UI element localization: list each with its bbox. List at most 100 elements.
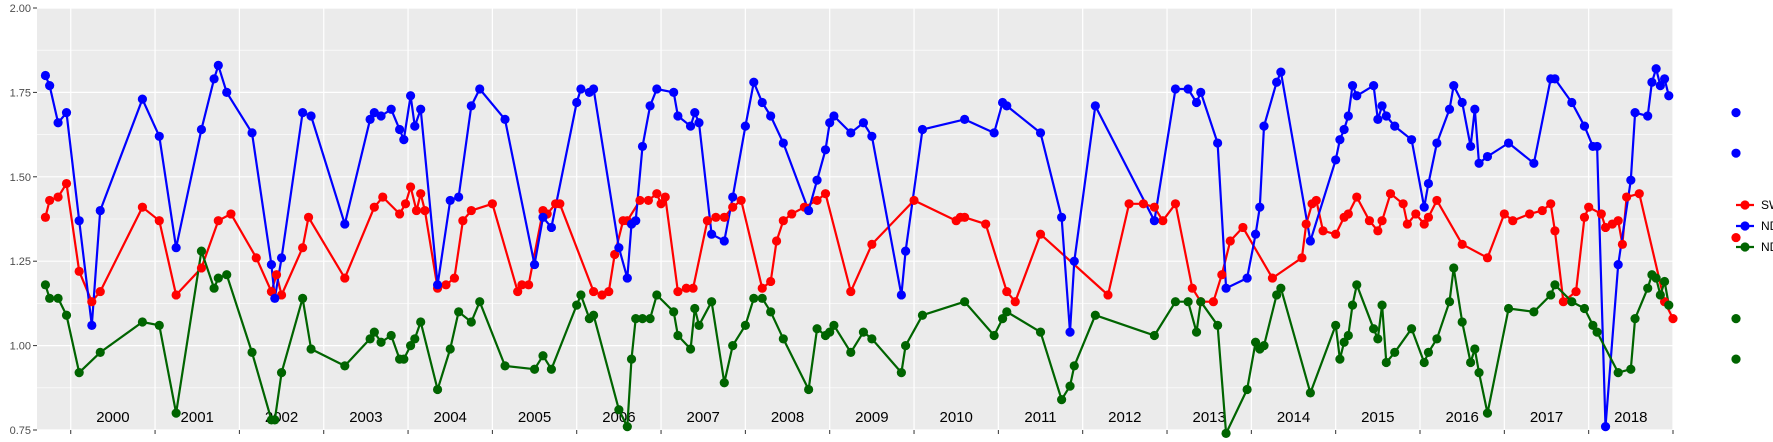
data-point-ndvi xyxy=(1449,81,1459,91)
data-point-swir xyxy=(1571,286,1581,297)
data-point-swir xyxy=(400,199,411,209)
data-point-ndvi xyxy=(631,216,641,226)
data-point-ndwi xyxy=(45,293,55,303)
data-point-ndvi xyxy=(846,128,856,138)
data-point-ndwi xyxy=(652,290,662,300)
data-point-ndwi xyxy=(1191,327,1202,337)
data-point-ndwi xyxy=(500,361,510,371)
data-point-ndvi xyxy=(685,121,696,131)
data-point-swir xyxy=(604,286,614,297)
data-point-swir xyxy=(1613,216,1623,226)
data-point-swir xyxy=(728,202,738,212)
data-point-swir xyxy=(1124,199,1134,209)
data-point-ndvi xyxy=(622,273,632,283)
data-point-swir xyxy=(681,283,691,293)
year-label: 2001 xyxy=(181,409,214,426)
data-point-ndvi xyxy=(399,135,409,145)
data-point-ndvi xyxy=(1035,128,1046,138)
data-point-ndvi xyxy=(1250,229,1261,239)
data-point-ndwi xyxy=(546,364,557,374)
legend-label-ndvi: NDVI xyxy=(1761,219,1773,233)
data-point-ndvi xyxy=(529,259,540,270)
data-point-swir xyxy=(213,216,223,226)
data-point-ndvi xyxy=(500,114,510,125)
data-point-ndwi xyxy=(1659,276,1670,287)
data-point-swir xyxy=(688,283,698,293)
data-point-swir xyxy=(416,189,426,199)
data-point-ndvi xyxy=(395,124,405,135)
data-point-ndwi xyxy=(1588,320,1598,330)
data-point-swir xyxy=(378,192,388,202)
data-point-swir xyxy=(846,286,856,297)
data-point-ndwi xyxy=(410,334,420,344)
data-point-swir xyxy=(74,266,84,276)
y-tick-label: 1.00 xyxy=(10,341,31,353)
data-point-ndvi xyxy=(1529,158,1539,168)
data-point-swir xyxy=(45,195,55,206)
data-point-ndwi xyxy=(1339,337,1349,347)
data-point-swir xyxy=(137,202,148,212)
data-point-ndwi xyxy=(276,368,287,378)
data-point-ndvi xyxy=(1373,114,1383,125)
data-point-ndvi xyxy=(1170,84,1181,94)
data-point-ndvi xyxy=(1432,138,1442,148)
data-point-ndvi xyxy=(1343,111,1353,121)
data-point-ndwi xyxy=(576,290,586,300)
data-point-ndvi xyxy=(1390,121,1400,131)
data-point-ndwi xyxy=(1196,297,1206,307)
data-point-ndvi xyxy=(209,74,219,84)
data-point-swir xyxy=(1170,199,1181,209)
data-point-ndwi xyxy=(40,280,51,290)
data-point-swir xyxy=(1138,199,1149,209)
data-point-ndwi xyxy=(247,347,257,357)
data-point-swir xyxy=(405,182,416,192)
legend-label-swir: SWIR xyxy=(1761,198,1773,212)
data-point-ndwi xyxy=(1221,428,1231,438)
data-point-ndwi xyxy=(270,415,280,425)
data-point-ndwi xyxy=(1183,297,1193,307)
data-point-ndvi xyxy=(276,253,287,263)
data-point-ndvi xyxy=(1191,97,1202,108)
data-point-swir xyxy=(1301,219,1311,229)
data-point-ndvi xyxy=(1731,108,1741,118)
data-point-swir xyxy=(1411,209,1421,219)
data-point-ndvi xyxy=(196,124,207,135)
data-point-ndvi xyxy=(475,84,485,94)
data-point-swir xyxy=(1499,209,1509,219)
data-point-ndvi xyxy=(900,246,911,256)
data-point-ndvi xyxy=(1221,283,1231,293)
data-point-ndvi xyxy=(1065,327,1075,337)
data-point-ndwi xyxy=(1343,330,1353,341)
data-point-ndvi xyxy=(1002,101,1012,111)
data-point-ndvi xyxy=(386,104,396,114)
data-point-ndwi xyxy=(1474,368,1484,378)
data-point-swir xyxy=(1149,202,1159,212)
data-point-ndvi xyxy=(707,229,717,239)
data-point-ndvi xyxy=(95,205,105,216)
year-label: 2012 xyxy=(1108,409,1141,426)
data-point-swir xyxy=(1208,297,1219,307)
y-tick-label: 1.75 xyxy=(10,87,31,99)
data-point-ndwi xyxy=(1592,327,1602,337)
data-point-ndwi xyxy=(766,307,776,317)
data-point-ndvi xyxy=(1444,104,1455,114)
data-point-swir xyxy=(513,286,523,297)
data-point-ndvi xyxy=(1423,178,1434,189)
data-point-ndwi xyxy=(306,344,316,354)
data-point-ndvi xyxy=(1474,158,1484,168)
data-point-ndwi xyxy=(1381,357,1391,368)
data-point-ndvi xyxy=(1592,141,1602,152)
data-point-ndvi xyxy=(432,280,443,290)
y-tick-label: 2.00 xyxy=(10,3,31,15)
data-point-ndwi xyxy=(445,344,455,354)
data-point-ndwi xyxy=(454,307,464,317)
data-point-swir xyxy=(1343,209,1353,219)
data-point-swir xyxy=(1035,229,1046,239)
data-point-ndvi xyxy=(87,320,97,330)
data-point-ndvi xyxy=(53,118,63,128)
data-point-ndvi xyxy=(306,111,316,121)
data-point-swir xyxy=(171,290,181,300)
data-point-swir xyxy=(588,286,599,297)
data-point-ndvi xyxy=(804,205,814,216)
data-point-ndvi xyxy=(989,128,999,138)
